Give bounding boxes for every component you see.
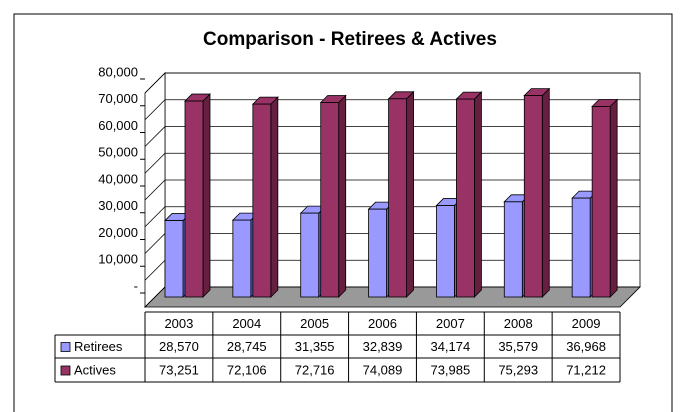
bar [591,106,611,298]
bar-side [474,91,482,298]
table-value: 73,251 [159,362,199,377]
bar-side [609,98,618,298]
grid-line-side [144,286,166,308]
bar [300,212,320,298]
x-tick-label: 2006 [368,316,397,331]
chart-title: Comparison - Retirees & Actives [203,29,497,50]
chart-frame [13,13,673,412]
table-value: 28,745 [227,339,267,354]
y-tick-label: 60,000 [98,118,138,133]
table-value: 34,174 [430,339,470,354]
table-value: 28,570 [159,339,199,354]
table-value: 32,839 [363,339,403,354]
bar [232,219,252,298]
y-tick-label: 30,000 [98,198,138,213]
table-value: 74,089 [363,362,403,377]
bar [456,98,475,298]
bar [252,103,272,298]
bar-side [406,90,414,298]
y-tick-label: 40,000 [98,171,138,186]
y-tick-label: 50,000 [98,145,138,160]
grid-line-side [144,206,166,228]
bar-side [338,94,347,298]
grid-line-side [144,233,166,254]
grid-line-side [144,72,166,94]
x-tick-label: 2009 [572,316,601,331]
x-tick-label: 2003 [164,316,193,331]
y-tick-label: 20,000 [98,225,138,240]
x-tick-label: 2008 [504,316,533,331]
table-value: 35,579 [498,339,538,354]
table-value: 72,716 [295,362,335,377]
legend-label: Retirees [74,339,123,354]
table-value: 73,985 [430,362,470,377]
bar-side [202,93,211,298]
grid-line-side [144,179,166,201]
grid-line-side [144,259,166,281]
bar [320,102,340,298]
bar [503,201,523,298]
bar [436,205,455,298]
x-tick-label: 2004 [232,316,261,331]
bar-side [541,87,550,298]
y-tick-label: 10,000 [98,252,138,267]
table-value: 75,293 [498,362,538,377]
bar [523,95,543,298]
grid-line-side [144,126,166,147]
bar [184,100,204,298]
table-value: 31,355 [295,339,335,354]
y-tick-label: 70,000 [98,91,138,106]
grid-line-side [144,99,166,121]
grid-line-side [144,152,166,174]
legend-label: Actives [74,362,116,377]
y-tick-label: 80,000 [98,64,138,79]
legend-swatch [60,365,71,376]
bar [571,197,591,298]
bar-side [270,96,279,298]
bar [368,208,387,298]
bar [388,98,407,298]
x-tick-label: 2007 [436,316,465,331]
legend-swatch [60,342,71,352]
table-value: 36,968 [566,339,606,354]
x-tick-label: 2005 [300,316,329,331]
table-value: 72,106 [227,362,267,377]
y-tick-label: - [134,278,138,293]
table-value: 71,212 [566,362,606,377]
bar [164,220,184,298]
